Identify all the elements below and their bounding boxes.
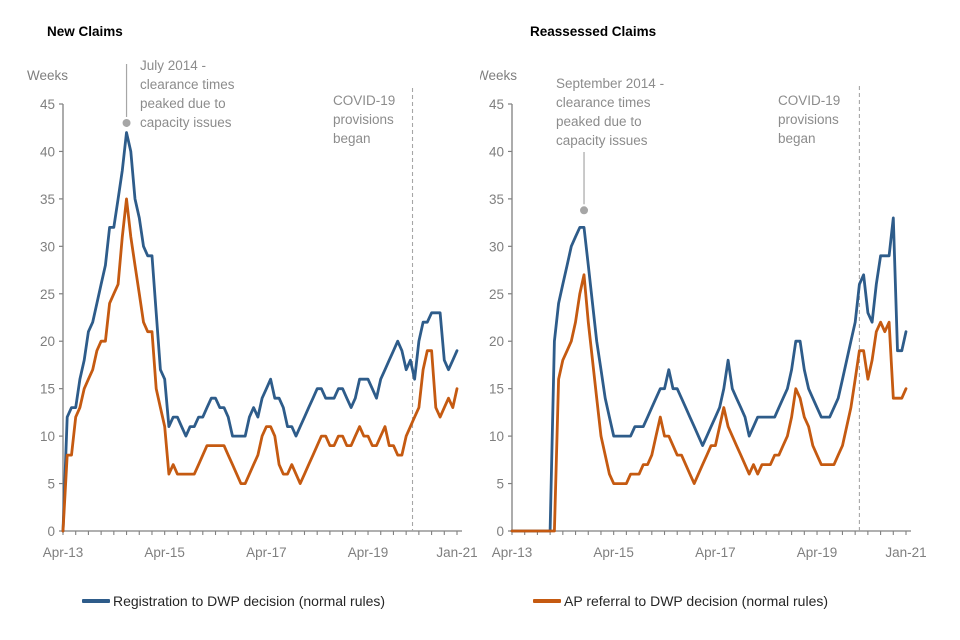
y-tick-label: 30 xyxy=(40,239,55,254)
x-tick-label: Apr-17 xyxy=(246,545,287,560)
series-line-registration xyxy=(510,216,908,533)
x-tick-label: Apr-15 xyxy=(593,545,634,560)
y-tick-label: 35 xyxy=(40,192,55,207)
peak-annotation-text: peaked due to xyxy=(556,114,642,129)
legend-ap-referral: AP referral to DWP decision (normal rule… xyxy=(533,593,828,609)
y-tick-label: 5 xyxy=(496,477,504,492)
x-tick-label: Apr-15 xyxy=(144,545,185,560)
y-tick-label: 40 xyxy=(489,144,504,159)
peak-marker-dot xyxy=(122,118,131,127)
covid-annotation-text: provisions xyxy=(333,112,394,127)
y-tick-label: 0 xyxy=(47,524,55,539)
y-axis-title: Weeks xyxy=(27,68,68,83)
y-tick-label: 35 xyxy=(489,192,504,207)
y-tick-label: 5 xyxy=(47,477,55,492)
registration-legend-label: Registration to DWP decision (normal rul… xyxy=(113,593,386,609)
y-tick-label: 15 xyxy=(40,382,55,397)
y-tick-label: 45 xyxy=(40,97,55,112)
peak-annotation-text: peaked due to xyxy=(140,96,226,111)
x-tick-label: Apr-13 xyxy=(492,545,533,560)
x-tick-label: Jan-21 xyxy=(885,545,926,560)
covid-annotation-text: began xyxy=(778,131,816,146)
x-tick-label: Apr-19 xyxy=(797,545,838,560)
covid-annotation-text: COVID-19 xyxy=(778,93,840,108)
series-line-ap-referral xyxy=(510,273,908,533)
y-tick-label: 0 xyxy=(496,524,504,539)
y-tick-label: 20 xyxy=(489,334,504,349)
y-tick-label: 40 xyxy=(40,144,55,159)
peak-annotation-text: capacity issues xyxy=(140,115,232,130)
x-tick-label: Jan-21 xyxy=(436,545,477,560)
x-tick-label: Apr-19 xyxy=(348,545,389,560)
covid-annotation-text: began xyxy=(333,131,371,146)
y-tick-label: 45 xyxy=(489,97,504,112)
new-claims-chart: 0 5 10 15 20 25 30 35 40 45 Weeks Apr-13 Apr-15 Apr-1… xyxy=(27,58,478,560)
y-tick-label: 15 xyxy=(489,382,504,397)
peak-marker-dot xyxy=(580,206,589,215)
peak-annotation-text: clearance times xyxy=(556,95,651,110)
ap-referral-line-swatch xyxy=(533,599,561,603)
ap-referral-legend-label: AP referral to DWP decision (normal rule… xyxy=(564,593,829,609)
x-tick-label: Apr-17 xyxy=(695,545,736,560)
reassessed-claims-title: Reassessed Claims xyxy=(530,24,657,39)
y-tick-label: 10 xyxy=(489,429,504,444)
series-line-registration xyxy=(61,131,459,533)
x-tick-label: Apr-13 xyxy=(43,545,84,560)
covid-annotation-text: provisions xyxy=(778,112,839,127)
peak-annotation-text: clearance times xyxy=(140,77,235,92)
covid-annotation-text: COVID-19 xyxy=(333,93,395,108)
y-axis-title: Weeks xyxy=(480,68,517,83)
peak-annotation-text: September 2014 - xyxy=(556,76,664,91)
new-claims-title: New Claims xyxy=(47,24,123,39)
registration-line-swatch xyxy=(82,599,110,603)
y-tick-label: 20 xyxy=(40,334,55,349)
y-tick-label: 30 xyxy=(489,239,504,254)
y-tick-label: 10 xyxy=(40,429,55,444)
peak-annotation-text: capacity issues xyxy=(556,133,648,148)
y-tick-label: 25 xyxy=(489,287,504,302)
legend-registration: Registration to DWP decision (normal rul… xyxy=(82,593,385,609)
peak-annotation-text: July 2014 - xyxy=(140,58,206,73)
series-line-ap-referral xyxy=(61,197,459,533)
reassessed-claims-chart: 0 5 10 15 20 25 30 35 40 45 Weeks Apr-13 Apr-15 Apr-1… xyxy=(480,68,927,560)
y-tick-label: 25 xyxy=(40,287,55,302)
